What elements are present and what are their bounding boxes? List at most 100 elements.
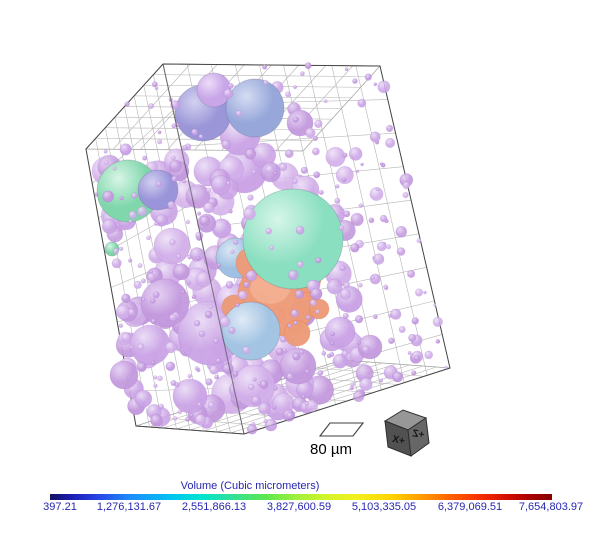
sphere-teal-center xyxy=(242,188,344,290)
pore-sphere xyxy=(165,361,176,372)
pore-sphere xyxy=(150,360,156,365)
orientation-cube[interactable]: +X +Z xyxy=(383,409,430,457)
pore-sphere xyxy=(343,281,351,289)
pore-sphere xyxy=(287,323,292,328)
pore-sphere xyxy=(299,349,305,355)
pore-sphere xyxy=(444,366,448,370)
pore-sphere xyxy=(238,290,248,300)
pore-sphere xyxy=(177,409,183,415)
pore-sphere xyxy=(339,265,346,272)
pore-sphere xyxy=(348,147,363,161)
pore-sphere xyxy=(413,354,421,362)
pore-sphere xyxy=(169,239,176,246)
pore-sphere xyxy=(150,318,157,325)
pore-sphere xyxy=(305,314,311,320)
pore-sphere xyxy=(185,416,191,422)
pore-sphere xyxy=(358,282,363,288)
pore-sphere xyxy=(247,194,254,201)
pore-sphere xyxy=(339,288,352,300)
pore-sphere xyxy=(334,197,341,204)
pore-sphere xyxy=(228,326,236,335)
pore-sphere xyxy=(194,414,207,426)
pore-sphere xyxy=(317,369,324,376)
pore-sphere xyxy=(416,238,422,243)
pore-sphere xyxy=(299,71,305,76)
pore-sphere xyxy=(128,210,137,220)
pore-sphere xyxy=(258,402,271,415)
colorbar-gradient-bar xyxy=(50,494,552,500)
pore-sphere xyxy=(263,79,269,85)
pore-sphere xyxy=(342,312,349,319)
colorbar-tick-label: 3,827,600.59 xyxy=(266,501,332,513)
pore-sphere xyxy=(279,163,288,172)
pore-sphere xyxy=(325,146,346,167)
pore-sphere xyxy=(251,395,262,406)
pore-sphere xyxy=(314,119,323,129)
pore-sphere xyxy=(312,135,319,141)
cube-face-z[interactable] xyxy=(407,417,430,457)
pore-sphere xyxy=(137,206,148,217)
pore-sphere xyxy=(228,209,233,214)
pore-sphere xyxy=(176,253,182,259)
pore-sphere xyxy=(153,383,158,388)
pore-sphere xyxy=(214,374,219,380)
pore-sphere xyxy=(119,246,124,251)
pore-sphere xyxy=(137,343,145,351)
pore-sphere xyxy=(235,303,240,308)
pore-sphere xyxy=(357,334,383,360)
box-front-edge-overlay xyxy=(135,63,451,435)
pore-sphere xyxy=(119,143,132,156)
pore-sphere xyxy=(128,308,136,316)
pore-sphere xyxy=(167,200,176,209)
pore-sphere xyxy=(414,288,423,297)
pore-sphere xyxy=(124,101,130,107)
pore-sphere xyxy=(292,178,298,185)
pore-sphere xyxy=(194,366,200,371)
pore-sphere xyxy=(219,316,231,328)
pore-sphere xyxy=(304,62,312,70)
pore-sphere xyxy=(94,192,99,197)
pore-sphere xyxy=(209,365,219,375)
pore-sphere xyxy=(151,81,158,88)
pore-sphere xyxy=(154,86,159,91)
pore-sphere xyxy=(112,248,120,255)
pore-sphere xyxy=(133,280,142,289)
pore-sphere xyxy=(407,351,412,355)
viewport-3d[interactable]: 80 µm +X +Z xyxy=(0,0,600,472)
pore-sphere xyxy=(378,378,384,383)
pore-sphere xyxy=(171,123,177,129)
pore-sphere xyxy=(330,341,335,346)
pore-sphere xyxy=(286,109,314,137)
pore-sphere xyxy=(323,99,328,104)
pore-sphere xyxy=(131,192,138,199)
pore-sphere xyxy=(343,210,351,218)
pore-sphere xyxy=(350,212,364,227)
pore-sphere xyxy=(155,214,168,227)
pore-sphere xyxy=(332,353,348,369)
pore-sphere xyxy=(252,377,257,382)
colorbar-tick-label: 7,654,803.97 xyxy=(518,501,584,513)
pore-sphere xyxy=(383,284,389,290)
pore-sphere xyxy=(173,416,178,421)
pore-sphere xyxy=(269,245,275,251)
pore-sphere xyxy=(195,271,212,288)
pore-sphere xyxy=(185,219,191,225)
scale-bar-label: 80 µm xyxy=(310,441,352,458)
pore-sphere xyxy=(194,320,201,327)
pore-sphere xyxy=(198,134,204,139)
pore-sphere xyxy=(330,331,336,337)
pore-sphere xyxy=(265,164,275,175)
bounding-box-wireframe xyxy=(85,63,451,435)
pore-sphere xyxy=(338,225,345,231)
pore-sphere xyxy=(372,253,385,265)
pore-sphere xyxy=(230,249,235,254)
pore-sphere xyxy=(292,352,301,361)
pore-sphere xyxy=(134,390,153,408)
pore-sphere xyxy=(377,80,391,94)
pore-sphere xyxy=(286,373,294,380)
pore-sphere xyxy=(263,419,268,424)
pore-sphere xyxy=(304,369,310,374)
pore-sphere xyxy=(411,370,417,376)
pore-sphere xyxy=(358,203,364,208)
pore-sphere xyxy=(356,169,360,173)
